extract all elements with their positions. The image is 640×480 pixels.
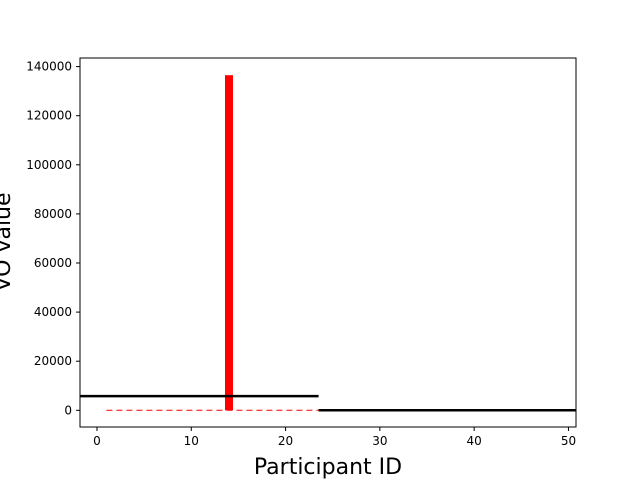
plot-area (80, 75, 576, 412)
y-axis-title: VO value (0, 192, 16, 291)
x-tick-label-0: 0 (93, 434, 101, 448)
x-tick-label-1: 10 (184, 434, 199, 448)
bar-0 (224, 75, 233, 411)
y-tick-label-7: 140000 (26, 60, 72, 74)
y-tick-label-3: 60000 (34, 256, 72, 270)
y-tick-label-2: 40000 (34, 305, 72, 319)
x-tick-label-4: 40 (467, 434, 482, 448)
x-axis: 0 10 20 30 40 50 (93, 427, 576, 448)
y-tick-label-5: 100000 (26, 158, 72, 172)
y-tick-label-1: 20000 (34, 354, 72, 368)
plot-frame (79, 57, 577, 428)
x-axis-title: Participant ID (254, 455, 402, 480)
x-tick-label-3: 30 (372, 434, 387, 448)
y-tick-label-0: 0 (64, 403, 72, 417)
x-tick-label-5: 50 (561, 434, 576, 448)
y-tick-label-6: 120000 (26, 109, 72, 123)
x-tick-label-2: 20 (278, 434, 293, 448)
y-axis: 0 20000 40000 60000 80000 100000 120000 140000 (26, 60, 80, 417)
y-tick-label-4: 80000 (34, 207, 72, 221)
